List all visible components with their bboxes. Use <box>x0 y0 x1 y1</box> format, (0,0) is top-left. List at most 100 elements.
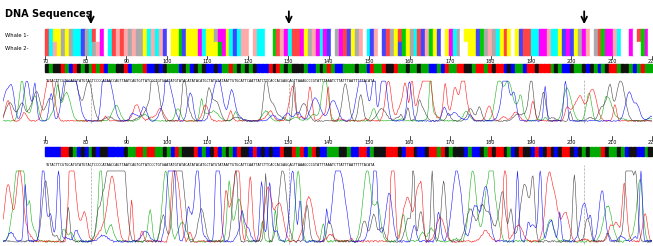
Bar <box>394 64 398 72</box>
Bar <box>54 147 57 156</box>
Bar <box>413 42 417 55</box>
Bar <box>441 147 444 156</box>
Bar <box>394 42 398 55</box>
Bar <box>527 64 530 72</box>
Bar <box>574 64 577 72</box>
Bar <box>327 42 331 55</box>
Bar <box>449 42 453 55</box>
Bar <box>570 147 573 156</box>
Bar <box>386 147 390 156</box>
Bar <box>351 64 355 72</box>
Bar <box>144 64 147 72</box>
Bar <box>562 29 566 42</box>
Bar <box>148 64 151 72</box>
Bar <box>554 147 558 156</box>
Bar <box>402 147 406 156</box>
Bar <box>417 29 421 42</box>
Bar <box>253 42 257 55</box>
Bar <box>637 64 640 72</box>
Bar <box>241 64 245 72</box>
Bar <box>233 29 237 42</box>
Bar <box>417 42 421 55</box>
Bar <box>50 147 53 156</box>
Bar <box>210 42 214 55</box>
Bar <box>268 42 272 55</box>
Bar <box>637 147 640 156</box>
Bar <box>476 42 480 55</box>
Bar <box>323 64 327 72</box>
Bar <box>601 42 605 55</box>
Bar <box>601 147 605 156</box>
Bar <box>484 42 488 55</box>
Bar <box>523 29 527 42</box>
Bar <box>406 147 409 156</box>
Bar <box>272 147 276 156</box>
Bar <box>308 64 311 72</box>
Bar <box>170 42 174 55</box>
Bar <box>57 147 61 156</box>
Bar <box>331 42 335 55</box>
Text: 90: 90 <box>123 59 129 64</box>
Bar <box>562 42 566 55</box>
Bar <box>582 147 585 156</box>
Bar <box>327 29 331 42</box>
Bar <box>370 147 374 156</box>
Bar <box>155 42 159 55</box>
Bar <box>221 147 225 156</box>
Bar <box>566 42 570 55</box>
Bar <box>50 64 53 72</box>
Text: TGTACTTCGTGCATGTATGTACTCCCCATAACCAGTTAATCAGTGTTATCCCTGTGAATATGTATACATATACATGCTAT: TGTACTTCGTGCATGTATGTACTCCCCATAACCAGTTAAT… <box>46 163 375 167</box>
Bar <box>378 42 382 55</box>
Bar <box>217 64 221 72</box>
Bar <box>406 29 409 42</box>
Bar <box>264 147 268 156</box>
Text: 150: 150 <box>364 59 374 64</box>
Bar <box>163 64 167 72</box>
Bar <box>500 64 503 72</box>
Bar <box>101 64 104 72</box>
Text: 80: 80 <box>83 59 89 64</box>
Bar <box>61 29 65 42</box>
Bar <box>81 64 84 72</box>
Bar <box>97 29 100 42</box>
Bar <box>77 64 80 72</box>
Text: 140: 140 <box>324 59 334 64</box>
Bar <box>570 64 573 72</box>
Bar <box>547 147 550 156</box>
Bar <box>351 29 355 42</box>
Bar <box>366 64 370 72</box>
Bar <box>460 42 464 55</box>
Bar <box>104 29 108 42</box>
Bar <box>284 64 288 72</box>
Bar <box>190 29 194 42</box>
Bar <box>124 147 127 156</box>
Bar <box>500 29 503 42</box>
Bar <box>535 42 539 55</box>
Bar <box>374 64 378 72</box>
Bar <box>97 64 100 72</box>
Bar <box>351 147 355 156</box>
Bar <box>221 64 225 72</box>
Bar <box>625 29 629 42</box>
Bar <box>264 29 268 42</box>
Bar <box>629 64 632 72</box>
Bar <box>484 147 487 156</box>
Bar <box>241 42 245 55</box>
Bar <box>101 42 104 55</box>
Bar <box>276 42 280 55</box>
Text: 220: 220 <box>648 140 653 145</box>
Bar <box>382 147 386 156</box>
Bar <box>170 29 174 42</box>
Bar <box>370 29 374 42</box>
Bar <box>535 147 538 156</box>
Bar <box>308 29 311 42</box>
Bar <box>531 42 535 55</box>
Bar <box>268 147 272 156</box>
Bar <box>308 42 311 55</box>
Bar <box>292 64 296 72</box>
Bar <box>323 29 327 42</box>
Bar <box>300 147 304 156</box>
Bar <box>433 29 437 42</box>
Bar <box>539 147 542 156</box>
Bar <box>335 64 339 72</box>
